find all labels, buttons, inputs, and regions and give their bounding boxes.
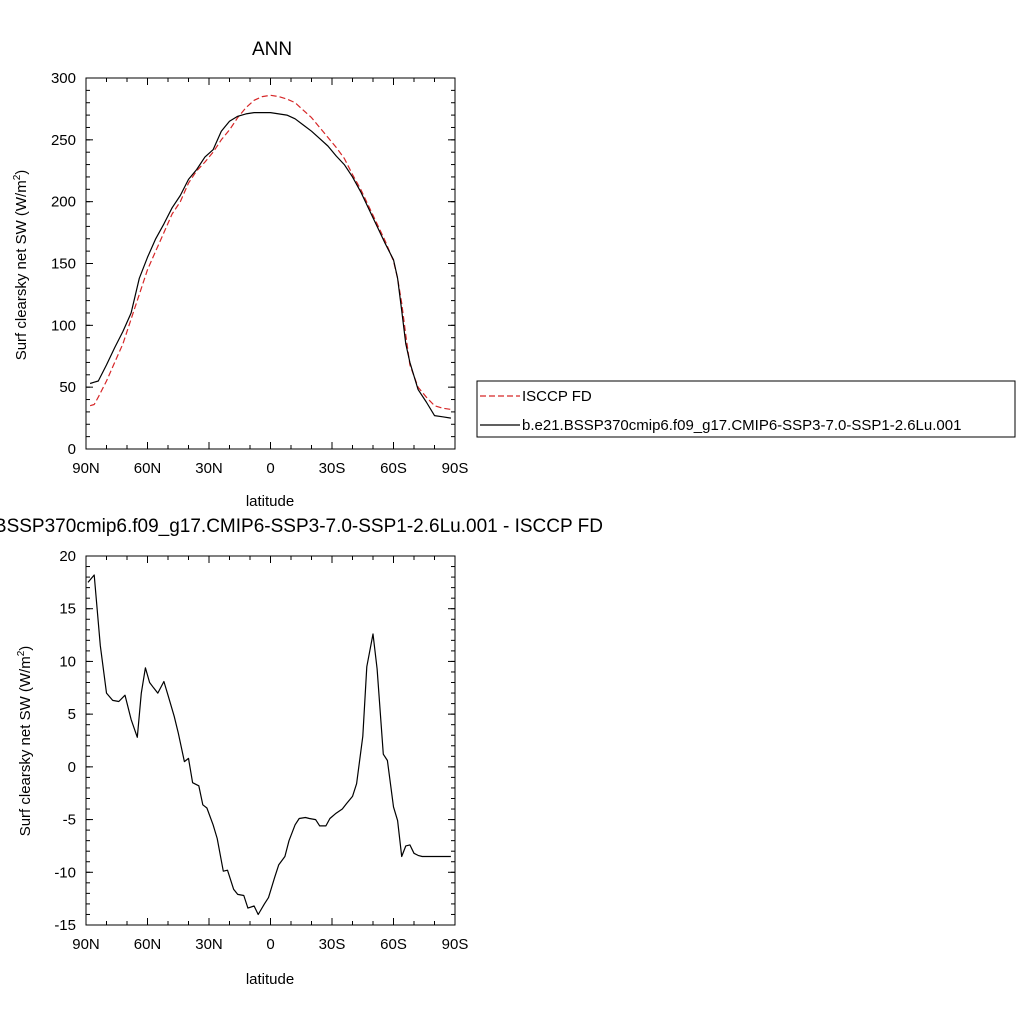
- x-tick-label-4: 30S: [319, 936, 346, 953]
- bottom-ylabel-close: ): [17, 646, 34, 651]
- x-tick-label-0: 90N: [72, 460, 100, 477]
- y-tick-label-2: -5: [63, 812, 76, 829]
- y-tick-label-3: 0: [68, 759, 76, 776]
- top-ylabel-main: Surf clearsky net SW (W/m: [13, 180, 30, 360]
- bottom-series-line-0: [87, 574, 451, 916]
- legend-label-model: b.e21.BSSP370cmip6.f09_g17.CMIP6-SSP3-7.…: [522, 417, 961, 434]
- top-axis-ticks: 90N 60N 30N 0 30S 60S 90S 0 50 100 150 200 250 300: [51, 70, 468, 477]
- bottom-chart-panel: b.e21.BSSP370cmip6.f09_g17.CMIP6-SSP3-7.…: [0, 516, 603, 988]
- top-chart-panel: ANN Surf clearsky net SW (W/m2) latitude…: [12, 39, 468, 510]
- bottom-chart-ylabel: Surf clearsky net SW (W/m2): [16, 646, 34, 837]
- x-tick-label-1: 60N: [134, 936, 162, 953]
- x-tick-label-3: 0: [266, 460, 274, 477]
- bottom-series-lines: [87, 574, 451, 916]
- x-tick-label-4: 30S: [319, 460, 346, 477]
- legend: ISCCP FD b.e21.BSSP370cmip6.f09_g17.CMIP…: [476, 380, 1016, 438]
- top-series-line-0: [89, 94, 451, 410]
- bottom-ylabel-sup: 2: [16, 650, 27, 656]
- y-tick-label-6: 300: [51, 70, 76, 87]
- y-tick-label-2: 100: [51, 317, 76, 334]
- y-tick-label-7: 20: [59, 548, 76, 565]
- x-tick-label-5: 60S: [380, 460, 407, 477]
- y-tick-label-1: -10: [54, 864, 76, 881]
- top-chart-title: ANN: [252, 39, 292, 60]
- y-tick-label-5: 10: [59, 653, 76, 670]
- top-series-line-1: [89, 111, 451, 419]
- top-ylabel-sup: 2: [12, 174, 23, 180]
- bottom-plot-frame: [85, 555, 456, 926]
- bottom-ylabel-main: Surf clearsky net SW (W/m: [17, 656, 34, 836]
- top-ylabel-close: ): [13, 170, 30, 175]
- top-chart-ylabel: Surf clearsky net SW (W/m2): [12, 170, 30, 361]
- y-tick-label-5: 250: [51, 132, 76, 149]
- top-series-lines: [89, 94, 451, 419]
- x-tick-label-6: 90S: [442, 936, 469, 953]
- y-tick-label-1: 50: [59, 379, 76, 396]
- bottom-chart-title: b.e21.BSSP370cmip6.f09_g17.CMIP6-SSP3-7.…: [0, 516, 603, 537]
- x-tick-label-6: 90S: [442, 460, 469, 477]
- top-chart-xlabel: latitude: [246, 493, 294, 510]
- legend-box: [476, 380, 1016, 438]
- y-tick-label-4: 200: [51, 194, 76, 211]
- y-tick-label-0: 0: [68, 441, 76, 458]
- y-tick-label-0: -15: [54, 917, 76, 934]
- top-plot-frame: [85, 77, 456, 450]
- legend-label-isccp: ISCCP FD: [522, 388, 592, 405]
- x-tick-label-2: 30N: [195, 936, 223, 953]
- x-tick-label-5: 60S: [380, 936, 407, 953]
- x-tick-label-0: 90N: [72, 936, 100, 953]
- bottom-chart-xlabel: latitude: [246, 971, 294, 988]
- y-tick-label-6: 15: [59, 601, 76, 618]
- x-tick-label-3: 0: [266, 936, 274, 953]
- x-tick-label-1: 60N: [134, 460, 162, 477]
- bottom-axis-ticks: 90N 60N 30N 0 30S 60S 90S -15 -10 -5 0 5 10 15 20: [54, 548, 468, 953]
- x-tick-label-2: 30N: [195, 460, 223, 477]
- y-tick-label-3: 150: [51, 256, 76, 273]
- y-tick-label-4: 5: [68, 706, 76, 723]
